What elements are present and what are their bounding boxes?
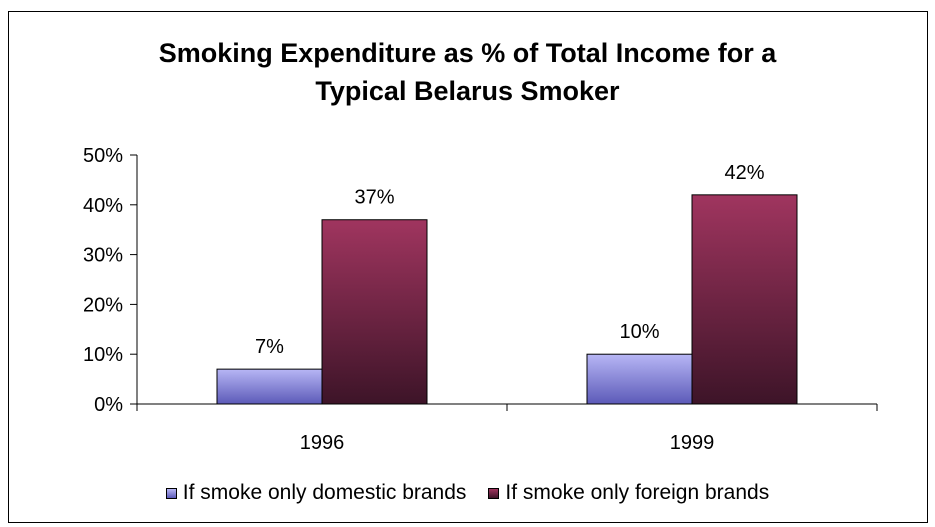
y-tick-label: 20% [83, 294, 123, 316]
chart-axes: 0% 10% 20% 30% 40% 50% [83, 145, 878, 416]
bar-1996-0 [216, 368, 323, 405]
chart-title-line-1: Smoking Expenditure as % of Total Income… [158, 38, 777, 68]
legend-label-foreign: If smoke only foreign brands [505, 481, 770, 504]
y-tick-label: 0% [94, 394, 123, 416]
data-label: 42% [724, 162, 764, 184]
chart-title-line-2: Typical Belarus Smoker [315, 76, 620, 106]
legend: If smoke only domestic brands If smoke o… [0, 478, 935, 508]
bar-1999-0 [586, 353, 693, 405]
x-category-label: 1996 [300, 432, 345, 454]
chart-bars [216, 194, 798, 405]
y-tick-label: 40% [83, 195, 123, 217]
chart-labels: 7% 37% 1996 10% 42% 1999 [255, 162, 765, 454]
legend-item-domestic: If smoke only domestic brands [165, 481, 467, 505]
legend-swatch-foreign [488, 487, 500, 499]
y-tick-label: 10% [83, 344, 123, 366]
y-tick-label: 30% [83, 245, 123, 267]
chart-title: Smoking Expenditure as % of Total Income… [0, 34, 935, 110]
bar-1996-1 [321, 219, 428, 405]
bar-1999-1 [691, 194, 798, 405]
data-label: 37% [354, 187, 394, 209]
legend-label-domestic: If smoke only domestic brands [182, 481, 467, 504]
legend-item-foreign: If smoke only foreign brands [488, 481, 769, 505]
x-category-label: 1999 [670, 432, 715, 454]
y-tick-label: 50% [83, 145, 123, 167]
legend-swatch-domestic [165, 487, 177, 499]
data-label: 10% [619, 321, 659, 343]
data-label: 7% [255, 336, 284, 358]
